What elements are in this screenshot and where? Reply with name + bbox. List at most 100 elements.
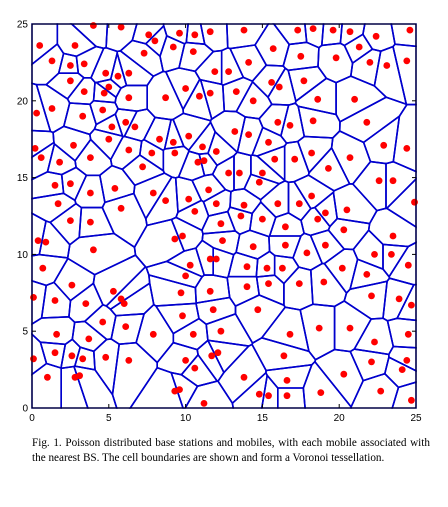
base-station-point <box>271 155 279 163</box>
base-station-point <box>51 181 59 189</box>
base-station-point <box>125 357 133 364</box>
base-station-point <box>237 212 245 220</box>
base-station-point <box>206 28 214 36</box>
base-station-point <box>265 138 272 146</box>
base-station-point <box>145 31 153 39</box>
base-station-point <box>102 69 110 77</box>
base-station-point <box>151 37 159 45</box>
base-station-point <box>411 198 418 206</box>
base-station-point <box>179 312 186 320</box>
base-station-point <box>403 357 411 364</box>
base-station-point <box>105 83 113 91</box>
base-station-point <box>320 278 328 286</box>
base-station-point <box>268 79 275 86</box>
base-station-point <box>377 387 385 395</box>
base-station-point <box>315 324 323 332</box>
base-station-point <box>110 287 117 295</box>
base-station-point <box>140 49 148 57</box>
base-station-point <box>162 94 170 102</box>
base-station-point <box>389 177 397 185</box>
base-station-point <box>279 264 286 272</box>
base-station-point <box>51 349 59 357</box>
base-station-point <box>249 243 257 251</box>
base-station-point <box>87 189 94 197</box>
base-station-point <box>254 306 262 314</box>
base-station-point <box>48 57 56 65</box>
base-station-point <box>206 89 214 97</box>
base-station-point <box>149 189 157 197</box>
base-station-point <box>383 62 391 69</box>
base-station-point <box>44 373 51 381</box>
base-station-point <box>340 370 348 378</box>
x-tick-label: 15 <box>257 413 269 424</box>
base-station-point <box>34 237 42 245</box>
base-station-point <box>85 335 93 343</box>
base-station-point <box>120 300 128 307</box>
base-station-point <box>322 241 329 249</box>
base-station-point <box>286 330 294 338</box>
base-station-point <box>265 280 272 287</box>
base-station-point <box>79 355 87 363</box>
base-station-point <box>263 264 271 272</box>
base-station-point <box>240 26 248 34</box>
base-station-point <box>33 109 40 117</box>
base-station-points <box>30 22 418 407</box>
base-station-point <box>87 154 94 162</box>
base-station-point <box>309 25 317 32</box>
base-station-point <box>205 186 213 194</box>
y-tick-label: 5 <box>22 327 28 338</box>
base-station-point <box>56 158 63 166</box>
base-station-point <box>212 148 220 155</box>
base-station-point <box>282 241 289 249</box>
base-station-point <box>388 251 395 258</box>
base-station-point <box>303 249 311 257</box>
base-station-point <box>219 237 226 245</box>
base-station-point <box>259 215 266 223</box>
base-station-point <box>338 264 346 272</box>
base-station-point <box>243 283 251 291</box>
x-tick-label: 0 <box>29 413 35 424</box>
x-tick-label: 10 <box>180 413 192 424</box>
x-tick-label: 5 <box>106 413 112 424</box>
base-station-point <box>280 352 288 360</box>
base-station-point <box>156 135 163 143</box>
y-tick-label: 25 <box>17 20 29 31</box>
base-station-point <box>259 169 266 177</box>
base-station-point <box>314 215 322 223</box>
base-station-point <box>182 272 190 280</box>
base-station-point <box>111 185 119 192</box>
plot-area <box>32 24 416 408</box>
base-station-point <box>371 338 378 346</box>
base-station-point <box>125 94 133 102</box>
base-station-point <box>71 42 79 49</box>
base-station-point <box>398 366 406 373</box>
base-station-point <box>176 29 183 37</box>
base-station-point <box>182 85 190 92</box>
base-station-point <box>368 358 375 366</box>
base-station-point <box>351 95 358 103</box>
base-station-point <box>404 261 412 269</box>
base-station-point <box>79 112 87 120</box>
base-station-point <box>217 327 225 335</box>
base-station-point <box>243 263 251 271</box>
base-station-point <box>39 264 47 272</box>
base-station-point <box>291 155 299 163</box>
base-station-point <box>31 145 39 152</box>
base-station-point <box>76 372 83 380</box>
base-station-point <box>82 300 90 307</box>
base-station-point <box>371 251 378 258</box>
base-station-point <box>37 154 45 162</box>
axis-ticks: 0 5 10 15 20 25 0 5 10 15 20 25 <box>17 20 422 425</box>
base-station-point <box>102 353 110 361</box>
y-tick-label: 15 <box>17 173 29 184</box>
base-station-point <box>317 389 325 396</box>
base-station-point <box>245 131 253 139</box>
base-station-point <box>255 390 263 398</box>
base-station-point <box>217 220 225 228</box>
base-station-point <box>308 192 315 200</box>
base-station-point <box>368 292 375 300</box>
base-station-point <box>186 261 194 269</box>
base-station-point <box>80 60 88 68</box>
base-station-point <box>177 289 185 297</box>
base-station-point <box>122 118 130 126</box>
